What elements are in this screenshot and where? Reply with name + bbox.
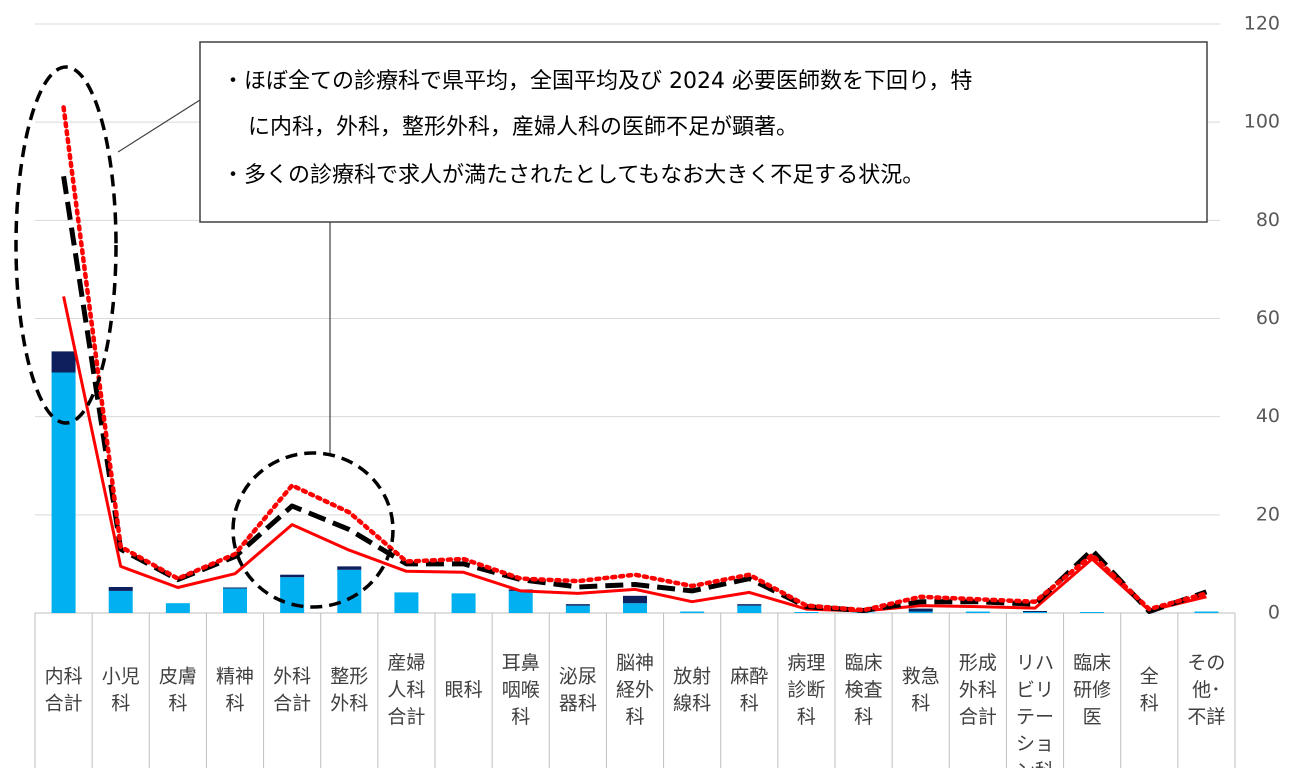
bar [165,603,190,613]
bar [508,590,533,613]
bar [51,351,76,373]
bar [394,592,419,613]
x-tick-label: 整形外科 [330,665,368,714]
annotation-box [199,41,1208,223]
bar [565,604,590,606]
x-tick-label: 救急科 [902,665,940,714]
bar [1194,611,1219,613]
x-tick-label: 皮膚科 [159,665,197,714]
bar [908,611,933,613]
bar [1023,611,1047,613]
bar [451,593,476,613]
x-tick-label: 耳鼻咽喉科 [502,652,540,728]
x-tick-label: 麻酔科 [730,665,768,714]
x-tick-label: 臨床検査科 [845,652,883,728]
bar [223,588,247,613]
x-tick-label: 病理診断科 [787,652,825,728]
annotation-text: ・ほぼ全ての診療科で県平均，全国平均及び 2024 必要医師数を下回り，特 [222,69,972,94]
x-tick-label: 形成外科合計 [959,652,997,728]
bar [1080,612,1105,613]
bar [908,608,933,612]
highlight-ellipse [14,65,118,425]
y-tick-label: 60 [1256,307,1280,329]
bar [337,566,362,570]
line-series [61,105,1209,613]
x-tick-label: 眼科 [445,679,483,701]
leader-line [117,99,201,153]
x-tick-label: 放射線科 [673,665,711,714]
line-series [61,175,1208,614]
y-tick-label: 80 [1256,209,1280,231]
x-tick-label: 外科合計 [273,665,311,714]
x-tick-label: リハビリテーション科 [1016,652,1054,768]
y-tick-label: 0 [1268,602,1280,624]
x-tick-label: 全科 [1140,665,1159,714]
bar [737,604,762,606]
bar [623,603,647,613]
y-tick-label: 40 [1256,405,1280,427]
bar [337,569,362,613]
bar [965,611,990,613]
bar [108,586,133,591]
x-tick-label: 脳神経外科 [616,652,654,728]
bar [680,611,705,613]
highlight-ellipse [231,451,395,609]
bar [623,595,647,604]
y-tick-label: 20 [1256,503,1280,525]
x-tick-label: 小児科 [102,665,140,714]
line-series [62,296,1207,613]
bar [1023,612,1047,613]
annotation-text: ・多くの診療科で求人が満たされたとしてもなお大きく不足する状況。 [222,163,924,188]
bar [108,590,133,613]
bar [223,587,247,589]
y-tick-label: 120 [1244,13,1280,35]
annotation-text: に内科，外科，整形外科，産婦人科の医師不足が顕著。 [248,115,798,140]
bar [565,605,590,613]
x-tick-label: 臨床研修医 [1073,652,1111,728]
bar [51,372,76,613]
x-tick-label: その他･不詳 [1187,652,1225,728]
bar [280,574,305,578]
bar [794,612,819,613]
x-tick-label: 泌尿器科 [559,665,597,714]
bar [737,605,762,613]
x-tick-label: 産婦人科合計 [387,652,425,728]
x-tick-label: 精神科 [216,665,254,714]
x-tick-label: 内科合計 [45,665,83,714]
y-tick-label: 100 [1244,111,1280,133]
